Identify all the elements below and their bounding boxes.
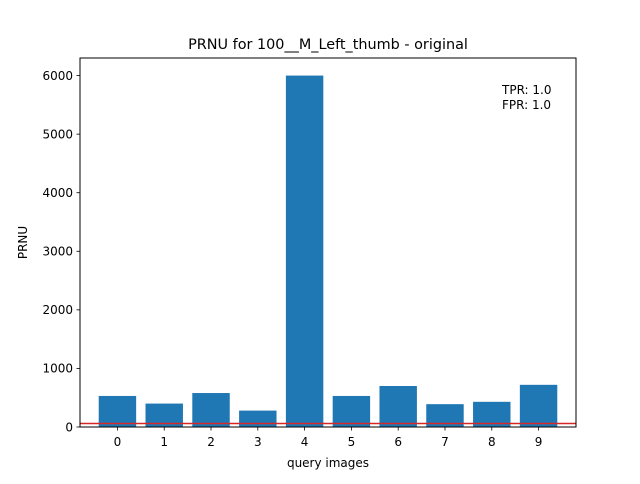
y-tick-label: 6000 (42, 69, 73, 83)
annotation-text: FPR: 1.0 (502, 98, 551, 112)
bar-1 (145, 403, 183, 427)
bar-0 (98, 395, 137, 427)
y-tick-label: 2000 (42, 303, 73, 317)
bar-7 (426, 404, 464, 427)
y-tick-label: 4000 (42, 186, 73, 200)
x-axis-label: query images (287, 456, 369, 470)
bar-5 (332, 395, 371, 427)
bars-group (98, 75, 558, 428)
x-tick-label: 0 (114, 435, 122, 449)
y-tick-label: 5000 (42, 127, 73, 141)
x-tick-label: 5 (348, 435, 356, 449)
y-axis-label: PRNU (16, 226, 30, 259)
y-tick-label: 0 (65, 420, 73, 434)
x-tick-label: 2 (207, 435, 215, 449)
x-tick-label: 7 (441, 435, 449, 449)
y-tick-label: 1000 (42, 362, 73, 376)
annotation-text: TPR: 1.0 (501, 83, 551, 97)
y-tick-label: 3000 (42, 245, 73, 259)
bar-2 (192, 393, 230, 427)
bar-9 (519, 384, 558, 427)
chart-title: PRNU for 100__M_Left_thumb - original (188, 37, 468, 53)
x-tick-label: 3 (254, 435, 262, 449)
x-tick-label: 8 (488, 435, 496, 449)
x-tick-label: 4 (301, 435, 309, 449)
bar-6 (379, 386, 417, 427)
plot-frame (79, 57, 577, 428)
y-axis: 0 1000 2000 3000 4000 5000 6000 (42, 69, 80, 434)
bar-3 (239, 410, 277, 427)
x-axis: 0 1 2 3 4 5 6 7 8 9 (114, 427, 543, 449)
bar-4 (285, 75, 324, 428)
x-tick-label: 1 (160, 435, 168, 449)
x-tick-label: 6 (394, 435, 402, 449)
x-tick-label: 9 (535, 435, 543, 449)
